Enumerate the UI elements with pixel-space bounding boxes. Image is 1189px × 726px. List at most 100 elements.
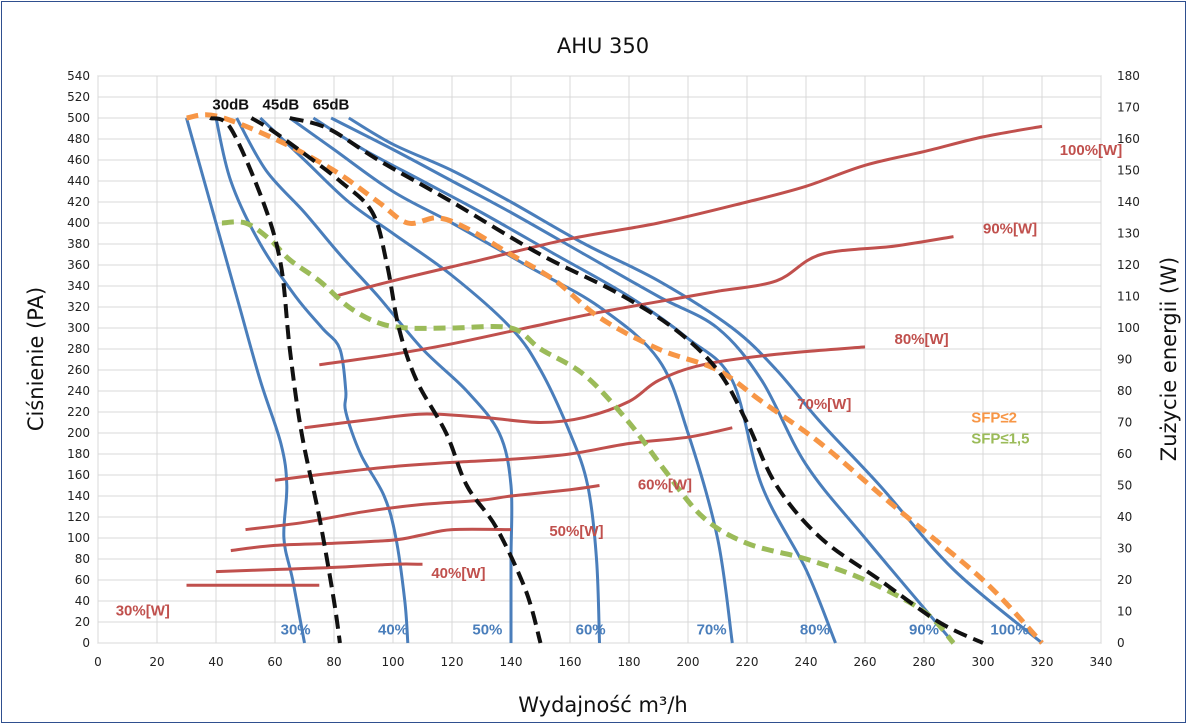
noise-curve-30dB (209, 116, 342, 644)
y-tick-label: 240 (67, 384, 90, 398)
labels: 30% 40% 50% 60% 70% 80% 90% 100% 30%[W] 40%[W] 50%… (116, 97, 1123, 639)
fan-curve-90pct (330, 116, 955, 644)
fan-curve-label: 90% (909, 622, 939, 639)
y-tick-label: 0 (82, 636, 90, 650)
power-curve-100pct (333, 124, 1043, 298)
y-tick-label: 520 (67, 90, 90, 104)
grid (97, 75, 1102, 644)
y2-tick-label: 70 (1117, 416, 1132, 430)
y2-tick-label: 100 (1117, 321, 1140, 335)
power-curve-label: 40%[W] (431, 565, 485, 582)
fan-curve-label: 70% (697, 622, 727, 639)
y-tick-label: 100 (67, 531, 90, 545)
power-curve-70pct (274, 426, 733, 482)
x-axis-label: Wydajność m³/h (518, 693, 687, 717)
x-tick-label: 20 (149, 655, 164, 669)
axes: 0 20 40 60 80 100 120 140 160 180 200 220 240 260 280 3… (67, 69, 1140, 669)
power-curve-60pct (245, 484, 600, 532)
sfp-curve-label: SFP≤2 (971, 410, 1017, 427)
y-tick-label: 260 (67, 363, 90, 377)
fan-curve-label: 40% (378, 622, 408, 639)
y-tick-label: 280 (67, 342, 90, 356)
y-tick-label: 420 (67, 195, 90, 209)
y-tick-label: 500 (67, 111, 90, 125)
x-tick-label: 320 (1031, 655, 1054, 669)
fan-curve-70pct (288, 116, 734, 644)
x-tick-label: 220 (736, 655, 759, 669)
y-tick-label: 300 (67, 321, 90, 335)
noise-curve-45dB (250, 116, 543, 644)
y-tick-label: 80 (75, 552, 90, 566)
y2-tick-label: 10 (1117, 605, 1132, 619)
y-tick-label: 540 (67, 69, 90, 83)
fan-curve-40pct (214, 117, 410, 644)
chart-title: AHU 350 (557, 34, 649, 58)
curves (185, 112, 1044, 645)
fan-curve-80pct (312, 116, 837, 644)
y2-tick-label: 180 (1117, 69, 1140, 83)
x-tick-label: 240 (795, 655, 818, 669)
fan-curve-30pct (185, 117, 306, 644)
y2-tick-label: 150 (1117, 164, 1140, 178)
x-tick-label: 60 (267, 655, 282, 669)
x-tick-label: 0 (94, 655, 102, 669)
y-tick-label: 40 (75, 594, 90, 608)
y2-axis-label: Zużycie energii (W) (1157, 257, 1181, 461)
y2-tick-label: 90 (1117, 353, 1132, 367)
y2-tick-label: 50 (1117, 479, 1132, 493)
x-tick-label: 180 (618, 655, 641, 669)
power-curve-label: 100%[W] (1060, 142, 1123, 159)
y2-tick-label: 160 (1117, 132, 1140, 146)
y-axis-label: Ciśnienie (PA) (24, 287, 48, 431)
fan-curve-label: 100% (990, 622, 1028, 639)
power-curve-label: 70%[W] (797, 396, 851, 413)
x-tick-label: 340 (1090, 655, 1113, 669)
power-curve-label: 50%[W] (549, 523, 603, 540)
y-tick-label: 180 (67, 447, 90, 461)
y2-tick-label: 40 (1117, 510, 1132, 524)
fan-curve-label: 50% (472, 622, 502, 639)
power-curve-label: 30%[W] (116, 603, 170, 620)
y2-tick-label: 80 (1117, 384, 1132, 398)
y-tick-label: 380 (67, 237, 90, 251)
x-tick-label: 260 (854, 655, 877, 669)
x-tick-label: 160 (559, 655, 582, 669)
y-tick-label: 20 (75, 615, 90, 629)
x-tick-label: 120 (441, 655, 464, 669)
fan-curve-label: 60% (576, 622, 606, 639)
noise-curve-label: 45dB (263, 97, 300, 114)
y-tick-label: 480 (67, 132, 90, 146)
y2-tick-label: 140 (1117, 195, 1140, 209)
y-tick-label: 320 (67, 300, 90, 314)
power-curve-label: 80%[W] (895, 331, 949, 348)
x-tick-label: 140 (500, 655, 523, 669)
y-tick-label: 440 (67, 174, 90, 188)
x-tick-label: 80 (326, 655, 341, 669)
y2-tick-label: 0 (1117, 636, 1125, 650)
y2-tick-label: 120 (1117, 258, 1140, 272)
y2-tick-label: 130 (1117, 227, 1140, 241)
power-curve-40pct (215, 562, 423, 574)
fan-curve-label: 80% (800, 622, 830, 639)
y-tick-label: 360 (67, 258, 90, 272)
y-tick-label: 140 (67, 489, 90, 503)
fan-curve-60pct (259, 116, 601, 644)
y-tick-label: 60 (75, 573, 90, 587)
power-curve-label: 90%[W] (983, 221, 1037, 238)
y-tick-label: 160 (67, 468, 90, 482)
noise-curve-label: 65dB (313, 97, 350, 114)
y-tick-label: 200 (67, 426, 90, 440)
power-curve-90pct (319, 235, 954, 367)
x-tick-label: 200 (677, 655, 700, 669)
y2-tick-label: 60 (1117, 447, 1132, 461)
x-tick-label: 280 (913, 655, 936, 669)
x-tick-label: 300 (972, 655, 995, 669)
x-tick-label: 40 (208, 655, 223, 669)
power-curve-50pct (230, 527, 512, 553)
sfp-curve-0 (186, 112, 1044, 645)
y2-tick-label: 30 (1117, 542, 1132, 556)
y2-tick-label: 110 (1117, 290, 1140, 304)
sfp-curve-1 (221, 219, 956, 645)
